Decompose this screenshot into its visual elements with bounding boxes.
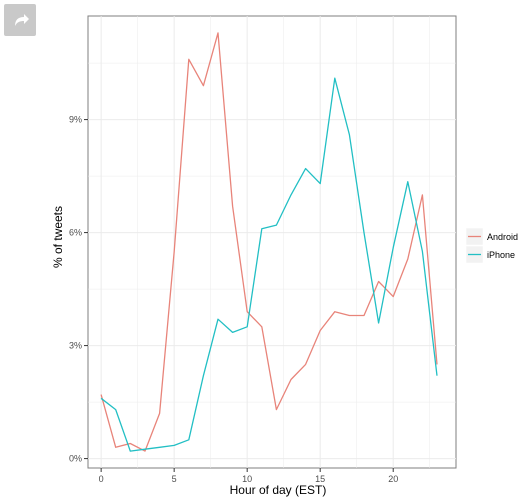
x-tick-label: 20 [388,474,398,484]
y-tick-label: 9% [69,115,82,125]
y-tick-label: 0% [69,454,82,464]
plot-panel [87,15,457,469]
x-tick-label: 10 [242,474,252,484]
y-axis-title: % of tweets [51,206,65,268]
legend-label-android: Android [487,232,518,242]
share-arrow-icon [15,14,29,26]
x-axis-title: Hour of day (EST) [230,483,327,497]
y-tick-label: 3% [69,341,82,351]
share-button[interactable] [4,4,36,36]
x-tick-label: 15 [315,474,325,484]
x-tick-label: 0 [99,474,104,484]
x-tick-label: 5 [172,474,177,484]
series-line-iphone [100,77,438,452]
series-line-android [100,32,438,452]
legend-label-iphone: iPhone [487,250,515,260]
legend: Android iPhone [465,227,518,264]
y-tick-label: 6% [69,228,82,238]
